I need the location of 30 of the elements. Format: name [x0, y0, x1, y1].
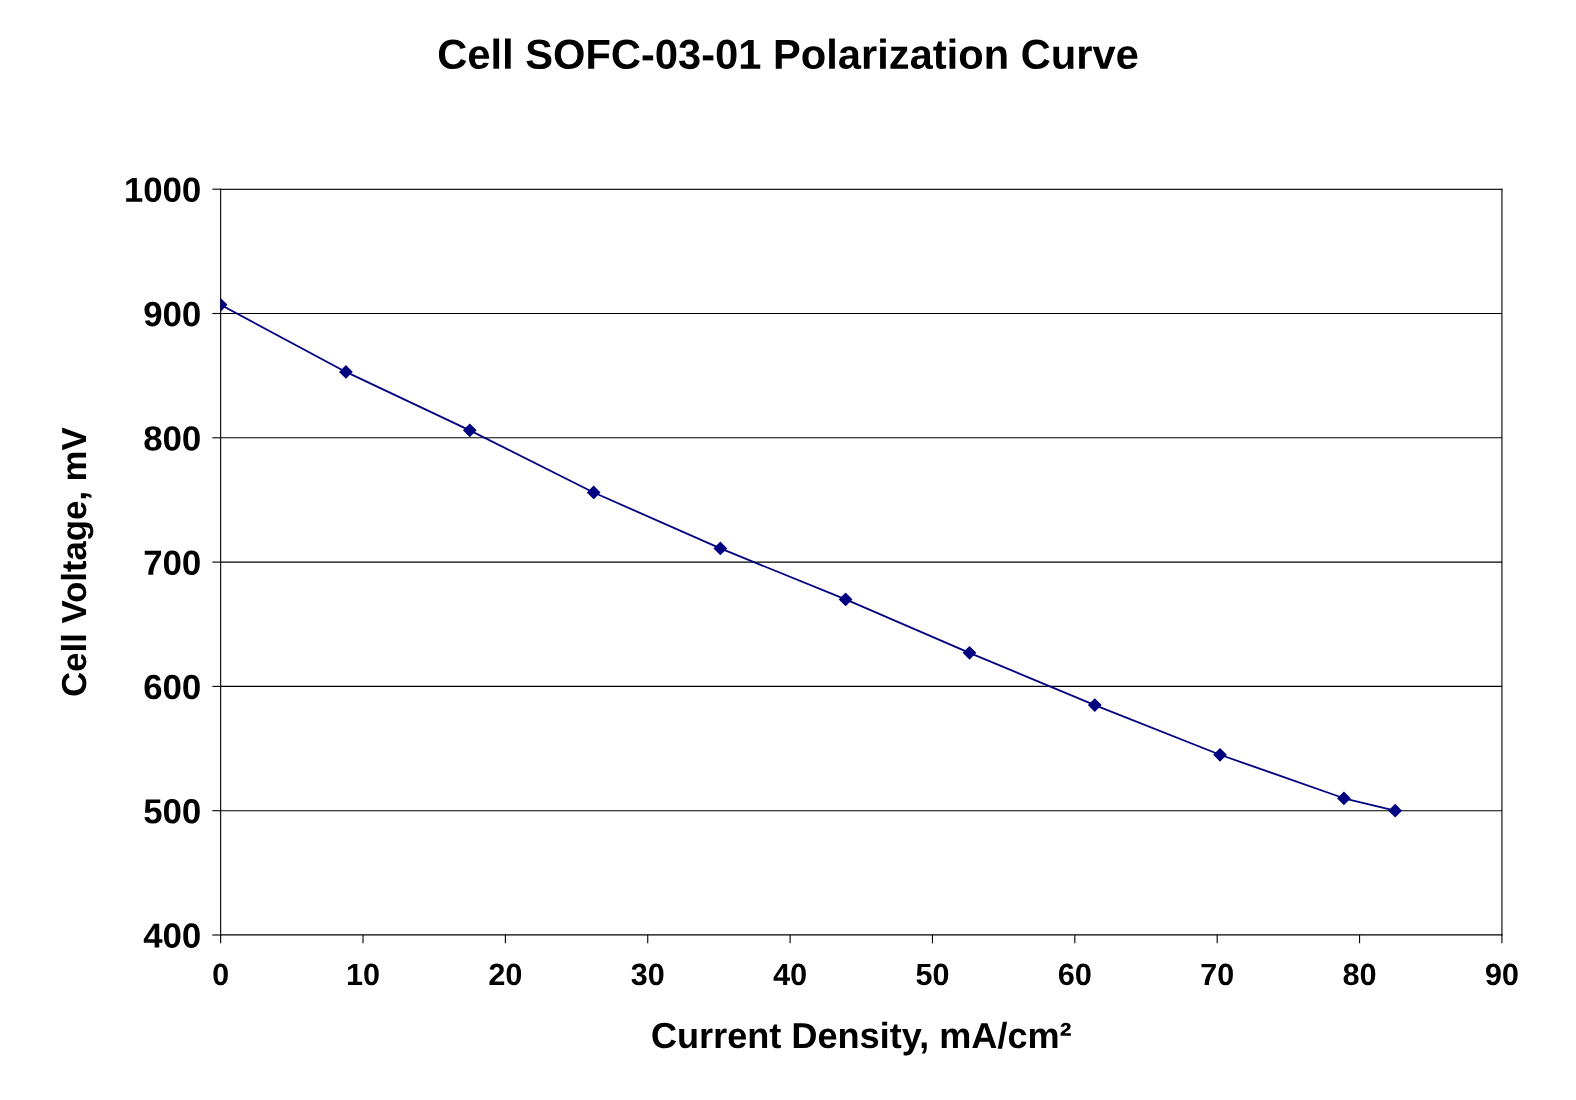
x-tick-label: 80 — [1343, 963, 1376, 986]
y-axis-title: Cell Voltage, mV — [60, 427, 94, 696]
point — [1388, 804, 1402, 818]
x-tick-label: 60 — [1058, 963, 1091, 986]
x-tick-label: 30 — [631, 963, 664, 986]
y-tick-label: 600 — [144, 674, 200, 700]
x-tick-label: 90 — [1486, 963, 1518, 986]
point — [1088, 698, 1102, 712]
x-axis-title: Current Density, mA/cm² — [652, 1021, 1071, 1056]
x-tick-label: 40 — [773, 963, 806, 986]
y-tick-label: 500 — [144, 799, 200, 824]
point — [1337, 791, 1351, 805]
x-tick-label: 70 — [1201, 963, 1233, 986]
y-tick-label: 800 — [144, 426, 200, 451]
y-tick-label: 700 — [144, 550, 200, 576]
y-tick-label: 400 — [143, 923, 200, 948]
x-tick-label: 0 — [213, 963, 228, 986]
x-tick-label: 50 — [916, 963, 949, 986]
point — [339, 365, 353, 379]
y-tick-label: 1000 — [126, 177, 200, 203]
y-tick-label: 900 — [144, 301, 200, 327]
point — [713, 541, 727, 556]
point — [587, 485, 601, 500]
point — [962, 646, 977, 660]
point — [839, 592, 853, 606]
point — [1213, 748, 1227, 762]
x-tick-label: 20 — [489, 963, 522, 986]
chart-title: Cell SOFC-03-01 Polarization Curve — [438, 38, 1138, 70]
x-tick-label: 10 — [347, 963, 379, 986]
point — [463, 423, 477, 437]
